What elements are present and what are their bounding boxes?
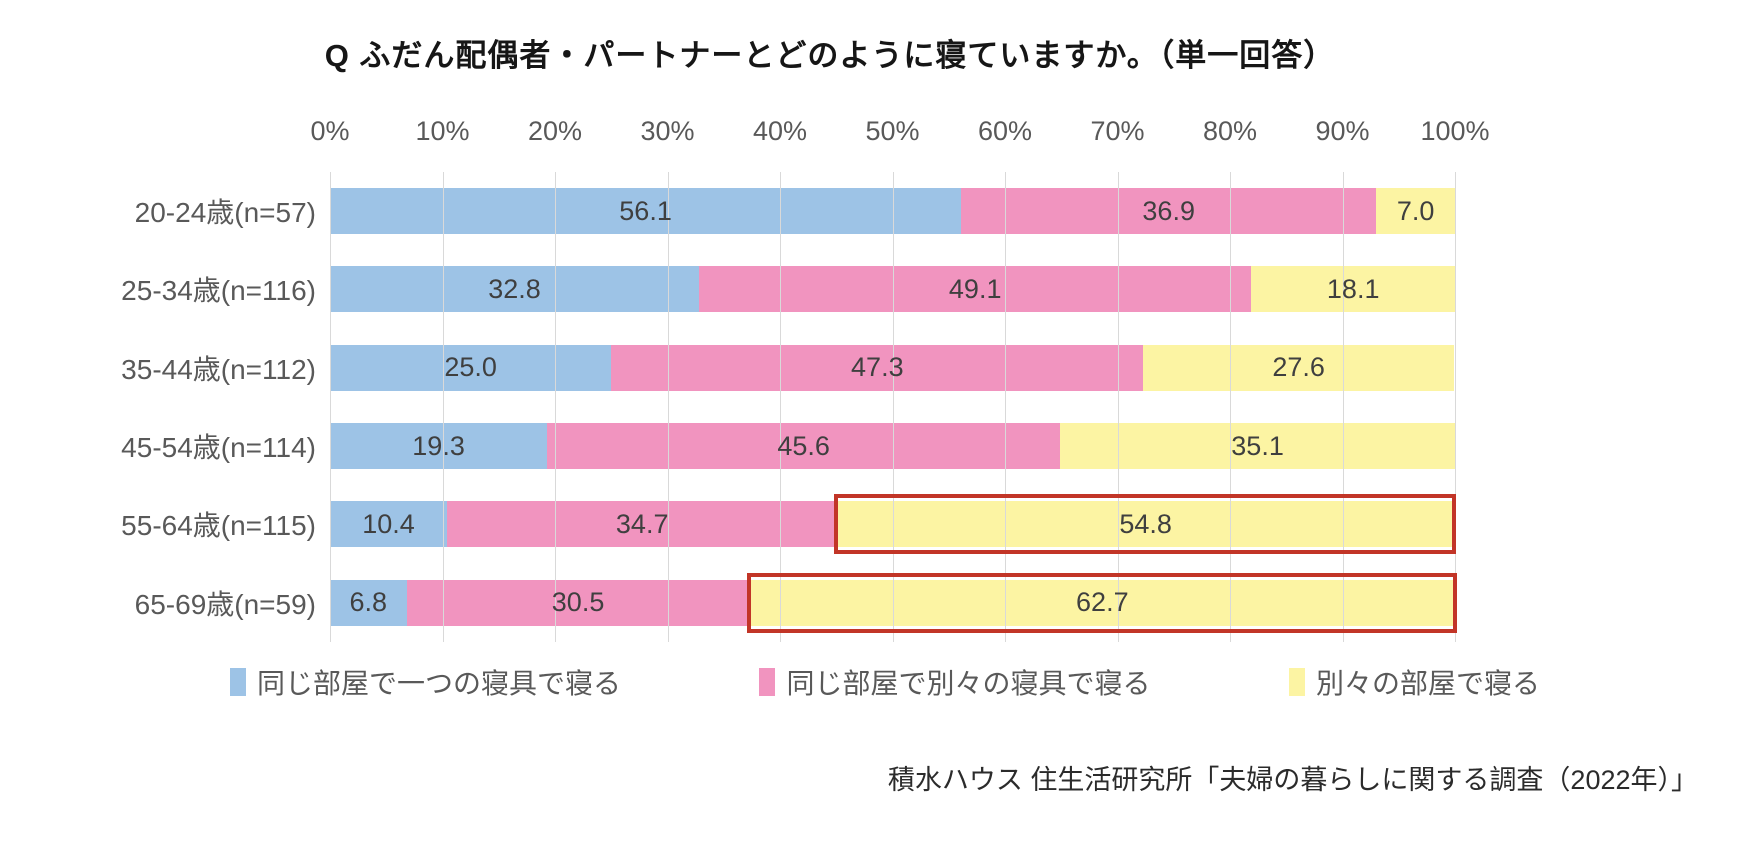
x-axis-tick-label: 70% — [1090, 116, 1145, 146]
bar-track: 32.8 49.1 18.1 — [330, 266, 1455, 313]
bar-segment: 45.6 — [547, 423, 1061, 470]
bar-segment: 30.5 — [406, 579, 750, 626]
bar-value-label: 56.1 — [619, 195, 672, 226]
bar-segment: 36.9 — [961, 188, 1377, 235]
x-axis-tick-label: 90% — [1315, 116, 1370, 146]
legend-swatch-icon — [1288, 668, 1305, 696]
plot-area: 20-24歳(n=57) 56.1 36.9 7.0 25-34歳(n=116) 32.8… — [121, 172, 1457, 642]
bar-rows: 20-24歳(n=57) 56.1 36.9 7.0 25-34歳(n=116) 32.8… — [121, 172, 1457, 642]
bar-segment: 7.0 — [1376, 188, 1455, 235]
legend-label: 同じ部屋で一つの寝具で寝る — [257, 668, 622, 699]
category-label: 20-24歳(n=57) — [134, 197, 316, 229]
legend-item: 同じ部屋で別々の寝具で寝る — [759, 662, 1151, 702]
category-label: 65-69歳(n=59) — [134, 588, 316, 620]
bar-value-label: 36.9 — [1142, 195, 1195, 226]
bar-value-label: 47.3 — [851, 352, 904, 383]
bar-track: 19.3 45.6 35.1 — [330, 423, 1455, 470]
source-note: 積水ハウス 住生活研究所「夫婦の暮らしに関する調査（2022年）」 — [887, 765, 1698, 795]
gridline — [1342, 172, 1344, 642]
bar-value-label: 45.6 — [777, 430, 830, 461]
legend: 同じ部屋で一つの寝具で寝る 同じ部屋で別々の寝具で寝る 別々の部屋で寝る — [230, 662, 1540, 702]
gridline — [892, 172, 894, 642]
bar-segment: 56.1 — [330, 188, 962, 235]
bar-row: 20-24歳(n=57) 56.1 36.9 7.0 — [135, 188, 1455, 235]
x-axis-tick-label: 50% — [865, 116, 920, 146]
bar-segment: 35.1 — [1060, 423, 1455, 470]
legend-label: 別々の部屋で寝る — [1315, 668, 1540, 699]
bar-row: 65-69歳(n=59) 6.8 30.5 62.7 — [135, 572, 1457, 633]
gridline — [1230, 172, 1231, 642]
x-axis-tick-label: 100% — [1420, 116, 1490, 146]
bar-segment: 34.7 — [447, 501, 838, 548]
bar-segment: 49.1 — [699, 266, 1252, 313]
bar-value-label: 54.8 — [1119, 508, 1172, 539]
bar-segment: 47.3 — [611, 344, 1144, 391]
bar-segment: 19.3 — [330, 423, 548, 470]
bar-value-label: 6.8 — [349, 587, 388, 618]
gridline — [1117, 172, 1119, 642]
bar-value-label: 32.8 — [488, 273, 541, 304]
x-axis-tick-label: 30% — [640, 116, 695, 146]
bar-segment: 25.0 — [330, 344, 612, 391]
gridline — [667, 172, 669, 642]
category-label: 45-54歳(n=114) — [121, 432, 316, 464]
gridline — [442, 172, 444, 642]
bar-value-label: 62.7 — [1076, 587, 1129, 618]
gridline — [330, 172, 331, 642]
gridline — [780, 172, 781, 642]
legend-item: 同じ部屋で一つの寝具で寝る — [230, 662, 621, 702]
category-label: 55-64歳(n=115) — [121, 510, 316, 542]
x-axis-tick-label: 80% — [1202, 116, 1258, 146]
bar-value-label: 34.7 — [615, 508, 669, 539]
legend-label: 同じ部屋で別々の寝具で寝る — [786, 668, 1151, 699]
gridline — [1005, 172, 1006, 642]
chart-title: Q ふだん配偶者・パートナーとどのように寝ていますか。（単一回答） — [324, 38, 1336, 73]
bar-track: 6.8 30.5 62.7 — [330, 572, 1457, 633]
bar-segment: 6.8 — [330, 579, 407, 626]
bar-row: 35-44歳(n=112) 25.0 47.3 27.6 — [121, 344, 1455, 391]
bar-row: 55-64歳(n=115) 10.4 34.7 54.8 — [121, 494, 1456, 555]
gridline — [1455, 172, 1456, 642]
bar-value-label: 7.0 — [1396, 195, 1435, 226]
legend-swatch-icon — [759, 668, 776, 696]
bar-value-label: 19.3 — [412, 430, 465, 461]
x-axis-tick-label: 20% — [527, 116, 583, 146]
bar-segment: 27.6 — [1143, 344, 1454, 391]
bar-track: 25.0 47.3 27.6 — [330, 344, 1455, 391]
legend-swatch-icon — [230, 668, 246, 696]
legend-item: 別々の部屋で寝る — [1288, 662, 1540, 702]
bar-value-label: 35.1 — [1231, 430, 1284, 461]
gridline — [555, 172, 556, 642]
x-axis-tick-label: 60% — [977, 116, 1033, 146]
bar-value-label: 10.4 — [362, 508, 415, 539]
bar-value-label: 18.1 — [1326, 273, 1380, 304]
bar-value-label: 27.6 — [1272, 352, 1325, 383]
category-label: 35-44歳(n=112) — [121, 353, 316, 385]
x-axis-tick-label: 40% — [752, 116, 808, 146]
bar-row: 45-54歳(n=114) 19.3 45.6 35.1 — [121, 423, 1455, 470]
bar-track: 10.4 34.7 54.8 — [330, 494, 1456, 555]
bar-value-label: 30.5 — [551, 587, 605, 618]
x-axis: 0% 10% 20% 30% 40% 50% 60% 70% 80% 90% 100% — [310, 116, 1489, 150]
bar-value-label: 25.0 — [444, 352, 497, 383]
bar-value-label: 49.1 — [948, 273, 1002, 304]
x-axis-tick-label: 0% — [310, 116, 350, 146]
bar-row: 25-34歳(n=116) 32.8 49.1 18.1 — [121, 266, 1455, 313]
bar-segment: 32.8 — [330, 266, 699, 313]
bar-segment: 10.4 — [330, 501, 447, 548]
bar-segment: 54.8 — [834, 494, 1456, 555]
bar-segment: 62.7 — [746, 572, 1457, 633]
category-label: 25-34歳(n=116) — [121, 275, 316, 307]
bar-segment: 18.1 — [1251, 266, 1455, 313]
bar-track: 56.1 36.9 7.0 — [330, 188, 1455, 235]
x-axis-tick-label: 10% — [415, 116, 470, 146]
